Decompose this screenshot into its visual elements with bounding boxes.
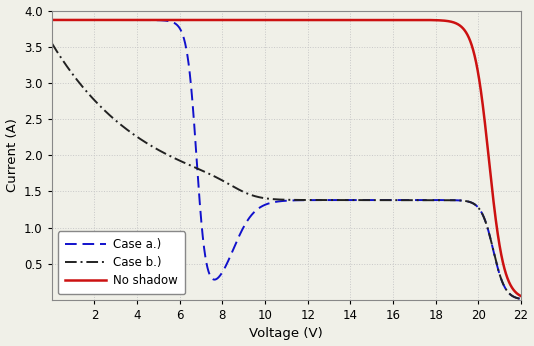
Case b.) [228, 183, 234, 188]
Case b.) [134, 135, 140, 139]
Case b.) [49, 41, 55, 45]
X-axis label: Voltage (V): Voltage (V) [249, 327, 323, 340]
Case a.) [228, 253, 234, 257]
Case b.) [330, 198, 336, 202]
No shadow [434, 18, 441, 22]
No shadow [134, 18, 140, 22]
Legend: Case a.), Case b.), No shadow: Case a.), Case b.), No shadow [58, 231, 185, 294]
Line: Case a.): Case a.) [52, 20, 521, 299]
Line: No shadow: No shadow [52, 20, 521, 296]
Case b.) [399, 198, 405, 202]
Case b.) [518, 297, 524, 301]
No shadow [228, 18, 234, 22]
Case a.) [354, 198, 360, 202]
Case b.) [434, 198, 441, 202]
No shadow [518, 294, 524, 298]
No shadow [399, 18, 405, 22]
Case a.) [330, 198, 336, 202]
Case b.) [354, 198, 360, 202]
Case a.) [399, 198, 405, 202]
Case a.) [134, 18, 140, 22]
Case a.) [518, 297, 524, 301]
No shadow [330, 18, 336, 22]
Y-axis label: Current (A): Current (A) [5, 118, 19, 192]
Line: Case b.): Case b.) [52, 43, 521, 299]
Case a.) [434, 198, 441, 202]
Case a.) [49, 18, 55, 22]
No shadow [49, 18, 55, 22]
No shadow [354, 18, 360, 22]
